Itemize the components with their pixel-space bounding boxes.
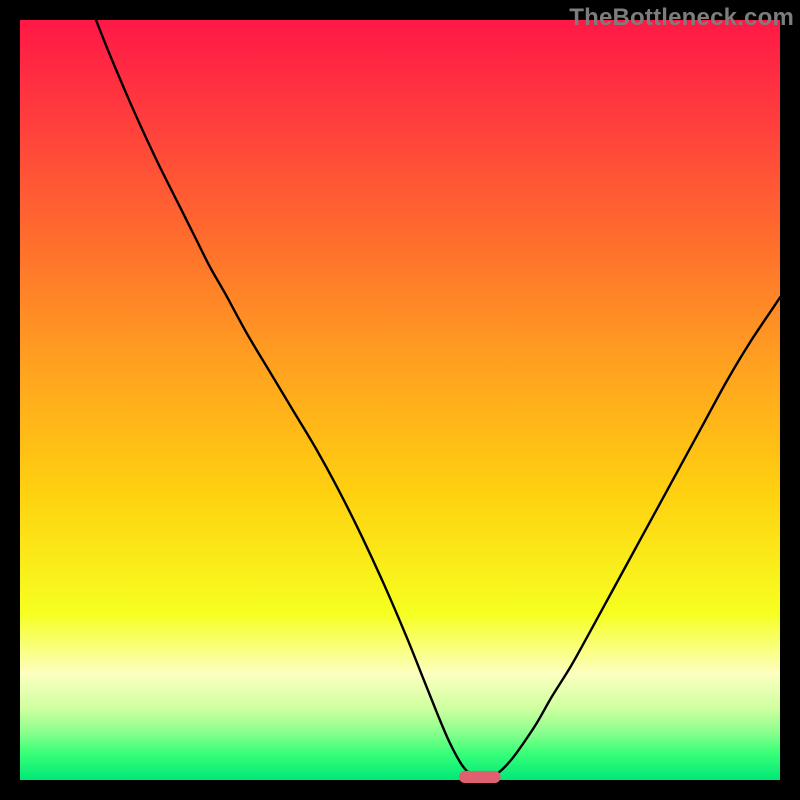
bottleneck-chart: TheBottleneck.com — [0, 0, 800, 800]
optimal-point-marker — [459, 771, 501, 783]
chart-canvas — [0, 0, 800, 800]
watermark-text: TheBottleneck.com — [569, 4, 794, 32]
plot-background-gradient — [20, 20, 780, 780]
